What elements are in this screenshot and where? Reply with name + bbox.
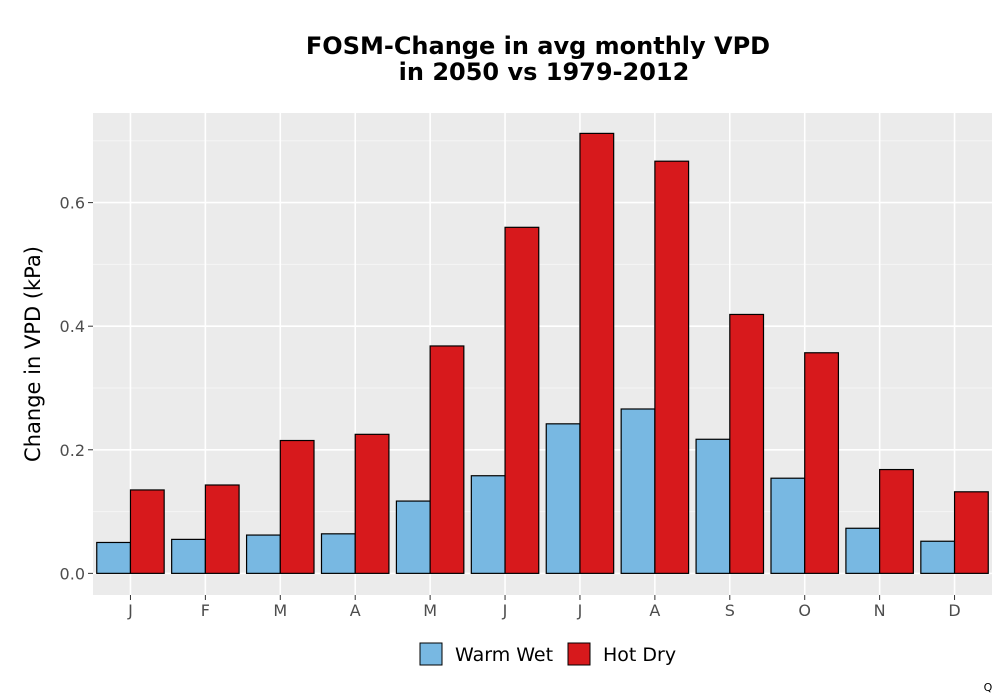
chart-title-line-2: in 2050 vs 1979-2012 — [399, 58, 690, 86]
y-tick-label: 0.0 — [60, 564, 85, 583]
x-tick-label: A — [649, 601, 660, 620]
legend-key-hot-dry — [567, 642, 591, 666]
bar-hot-dry — [729, 313, 765, 574]
bar-warm-wet — [545, 423, 581, 574]
legend: Warm Wet Hot Dry — [419, 642, 676, 666]
bar-hot-dry — [129, 489, 165, 574]
legend-label-warm-wet: Warm Wet — [455, 644, 553, 666]
x-tick-label: D — [948, 601, 960, 620]
x-tick-label: M — [273, 601, 287, 620]
bar-warm-wet — [920, 540, 956, 574]
x-tick-label: F — [201, 601, 210, 620]
bar-warm-wet — [320, 533, 356, 574]
bar-hot-dry — [654, 160, 690, 574]
legend-key-warm-wet — [419, 642, 443, 666]
y-axis-ticks: 0.0 0.2 0.4 0.6 — [60, 194, 93, 583]
corner-mark: Q — [984, 681, 993, 694]
x-tick-label: M — [423, 601, 437, 620]
x-tick-label: J — [502, 601, 508, 620]
plot-panel — [93, 113, 992, 595]
bar-warm-wet — [470, 475, 506, 574]
y-tick-label: 0.6 — [60, 194, 85, 213]
bar-warm-wet — [395, 500, 431, 574]
y-tick-label: 0.4 — [60, 317, 85, 336]
bar-hot-dry — [804, 352, 840, 574]
y-tick-label: 0.2 — [60, 441, 85, 460]
bar-hot-dry — [279, 439, 315, 574]
x-tick-label: N — [874, 601, 886, 620]
bar-hot-dry — [204, 484, 240, 574]
x-tick-label: A — [350, 601, 361, 620]
x-tick-label: O — [798, 601, 811, 620]
y-axis-label: Change in VPD (kPa) — [21, 246, 45, 462]
bar-hot-dry — [953, 491, 989, 574]
bar-warm-wet — [695, 438, 731, 574]
bar-hot-dry — [879, 468, 914, 574]
bar-hot-dry — [579, 132, 615, 574]
bar-warm-wet — [245, 534, 281, 574]
x-tick-label: J — [127, 601, 133, 620]
legend-label-hot-dry: Hot Dry — [603, 644, 676, 666]
chart-title-line-1: FOSM-Change in avg monthly VPD — [306, 32, 770, 60]
x-tick-label: S — [725, 601, 735, 620]
bars — [96, 132, 989, 574]
bar-hot-dry — [354, 433, 390, 574]
x-tick-label: J — [577, 601, 583, 620]
bar-hot-dry — [504, 226, 540, 574]
grid-minor — [93, 140, 992, 513]
bar-warm-wet — [845, 527, 881, 574]
bar-hot-dry — [429, 345, 465, 574]
bar-warm-wet — [171, 538, 206, 574]
bar-warm-wet — [770, 477, 806, 574]
bar-warm-wet — [620, 408, 656, 574]
bar-warm-wet — [96, 541, 132, 574]
